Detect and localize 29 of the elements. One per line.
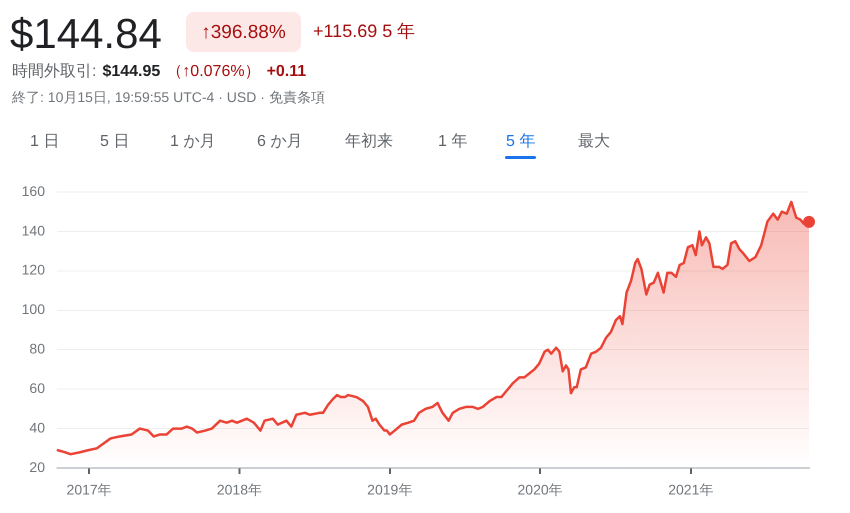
x-tick-label: 2021年	[668, 481, 714, 498]
chart-title: $144.84	[10, 10, 162, 57]
text: 1 日	[30, 133, 60, 150]
text: 終了: 10月15日, 19:59:55 UTC-4 · USD · 免責条項	[12, 89, 325, 105]
y-tick-label: 120	[22, 262, 46, 278]
text: ↑396.88%	[186, 12, 301, 52]
text: $144.95	[102, 63, 160, 80]
y-tick-label: 40	[29, 419, 46, 436]
text: 最大	[578, 133, 610, 150]
x-tick-label: 2019年	[367, 481, 412, 498]
text: +0.11	[266, 63, 306, 80]
text: （↑0.076%）	[166, 63, 261, 80]
text: 1 年	[438, 133, 468, 150]
y-tick-label: 60	[29, 380, 46, 396]
y-tick-label: 80	[29, 340, 46, 357]
x-tick-label: 2020年	[517, 481, 563, 498]
y-tick-label: 160	[22, 182, 46, 199]
text: 1 か月	[170, 133, 216, 150]
y-tick-label: 140	[22, 222, 46, 238]
text: 5 日	[100, 133, 130, 150]
text: 時間外取引:	[12, 63, 96, 80]
y-tick-label: 20	[29, 458, 46, 475]
text: +115.69 5 年	[313, 21, 416, 41]
text: 6 か月	[257, 133, 302, 150]
y-tick-label: 100	[22, 301, 46, 318]
text: 5 年	[506, 133, 536, 150]
x-tick-label: 2017年	[66, 481, 112, 498]
text: 年初来	[345, 133, 393, 150]
x-tick-label: 2018年	[216, 481, 262, 498]
